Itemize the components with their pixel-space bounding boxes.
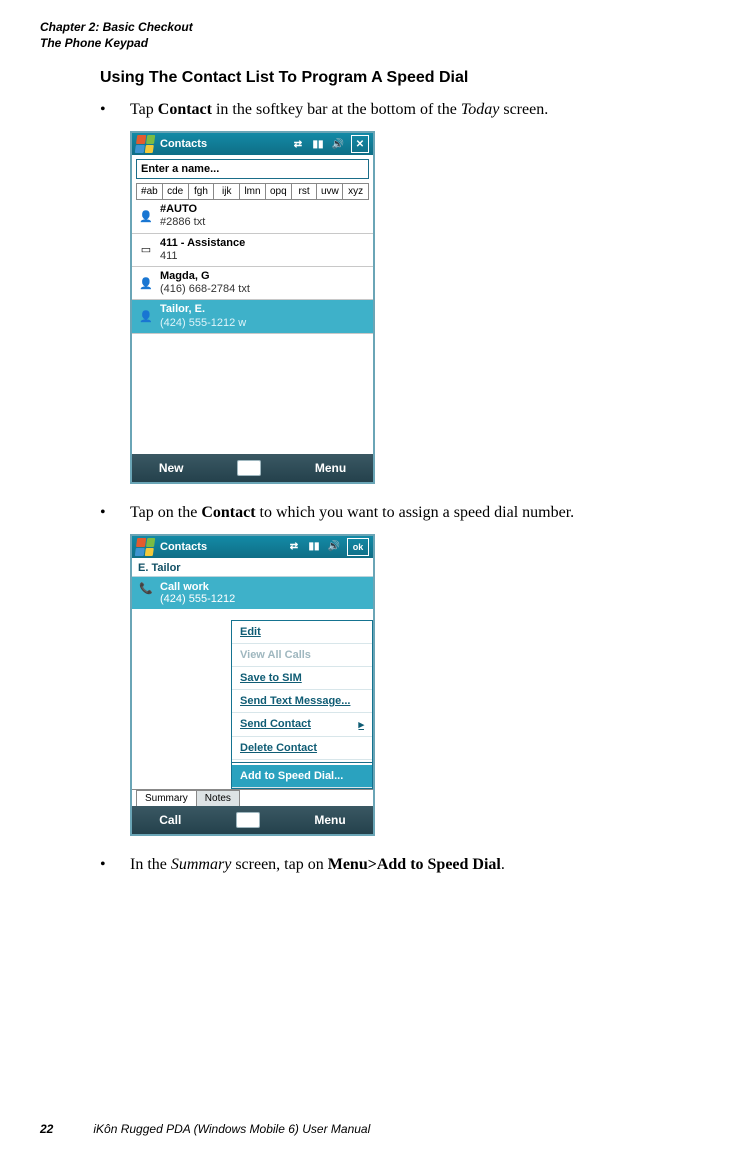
section-line: The Phone Keypad [40, 36, 716, 52]
softkey-bar: Call Menu [132, 806, 373, 834]
step-text: In the Summary screen, tap on Menu>Add t… [130, 856, 716, 874]
titlebar: Contacts ⇄ ▮▮ 🔊 ok [132, 536, 373, 558]
bullet-icon: • [100, 101, 130, 119]
connectivity-icon[interactable]: ⇄ [291, 137, 305, 151]
volume-icon[interactable]: 🔊 [331, 137, 345, 151]
contact-row[interactable]: 👤 Magda, G(416) 668-2784 txt [132, 267, 373, 300]
sim-icon: ▭ [138, 242, 154, 258]
step-2: • Tap on the Contact to which you want t… [100, 504, 716, 522]
tab-summary[interactable]: Summary [136, 790, 197, 806]
contact-row[interactable]: 👤 #AUTO#2886 txt [132, 200, 373, 233]
person-icon: 👤 [138, 275, 154, 291]
person-icon: 👤 [138, 309, 154, 325]
softkey-bar: New Menu [132, 454, 373, 482]
chapter-line: Chapter 2: Basic Checkout [40, 20, 716, 36]
manual-title: iKôn Rugged PDA (Windows Mobile 6) User … [93, 1122, 370, 1136]
bullet-icon: • [100, 856, 130, 874]
connectivity-icon[interactable]: ⇄ [287, 540, 301, 554]
phone-icon: 📞 [138, 581, 154, 597]
context-menu: Edit View All Calls Save to SIM Send Tex… [231, 620, 373, 789]
chevron-right-icon: ▸ [358, 718, 364, 731]
softkey-new[interactable]: New [159, 461, 184, 475]
titlebar: Contacts ⇄ ▮▮ 🔊 ✕ [132, 133, 373, 155]
tab-notes[interactable]: Notes [196, 790, 240, 806]
keyboard-icon[interactable] [236, 812, 260, 828]
menu-send-contact[interactable]: Send Contact▸ [232, 713, 372, 737]
page-number: 22 [40, 1122, 53, 1136]
app-title: Contacts [160, 541, 207, 553]
menu-edit[interactable]: Edit [232, 621, 372, 644]
person-icon: 👤 [138, 208, 154, 224]
detail-tabs: Summary Notes [132, 789, 373, 806]
menu-view-all-calls: View All Calls [232, 644, 372, 667]
contacts-list: 👤 #AUTO#2886 txt ▭ 411 - Assistance411 👤… [132, 200, 373, 334]
alpha-filter[interactable]: #abcdefgh ijklmnopq rstuvwxyz [136, 183, 369, 200]
start-icon[interactable] [135, 135, 156, 153]
step-text: Tap on the Contact to which you want to … [130, 504, 716, 522]
contact-row-selected[interactable]: 👤 Tailor, E.(424) 555-1212 w [132, 300, 373, 333]
menu-add-to-speed-dial[interactable]: Add to Speed Dial... [232, 765, 372, 788]
app-title: Contacts [160, 138, 207, 150]
volume-icon[interactable]: 🔊 [327, 540, 341, 554]
screenshot-contacts-list: Contacts ⇄ ▮▮ 🔊 ✕ Enter a name... #abcde… [130, 131, 375, 484]
softkey-call[interactable]: Call [159, 813, 181, 827]
ok-button[interactable]: ok [347, 538, 369, 556]
contact-row[interactable]: ▭ 411 - Assistance411 [132, 234, 373, 267]
softkey-menu[interactable]: Menu [314, 813, 345, 827]
start-icon[interactable] [135, 538, 156, 556]
signal-icon[interactable]: ▮▮ [307, 540, 321, 554]
contact-name: E. Tailor [132, 558, 373, 577]
step-text: Tap Contact in the softkey bar at the bo… [130, 101, 716, 119]
menu-send-text[interactable]: Send Text Message... [232, 690, 372, 713]
close-icon[interactable]: ✕ [351, 135, 369, 153]
menu-save-to-sim[interactable]: Save to SIM [232, 667, 372, 690]
step-3: • In the Summary screen, tap on Menu>Add… [100, 856, 716, 874]
section-title: Using The Contact List To Program A Spee… [100, 69, 716, 87]
keyboard-icon[interactable] [237, 460, 261, 476]
bullet-icon: • [100, 504, 130, 522]
menu-delete-contact[interactable]: Delete Contact [232, 737, 372, 760]
page-footer: 22 iKôn Rugged PDA (Windows Mobile 6) Us… [40, 1122, 716, 1136]
page-header: Chapter 2: Basic Checkout The Phone Keyp… [40, 20, 716, 51]
step-1: • Tap Contact in the softkey bar at the … [100, 101, 716, 119]
screenshot-contact-detail: Contacts ⇄ ▮▮ 🔊 ok E. Tailor 📞 Call work… [130, 534, 375, 836]
signal-icon[interactable]: ▮▮ [311, 137, 325, 151]
search-input[interactable]: Enter a name... [136, 159, 369, 179]
softkey-menu[interactable]: Menu [315, 461, 346, 475]
call-work-row[interactable]: 📞 Call work(424) 555-1212 [132, 577, 373, 609]
